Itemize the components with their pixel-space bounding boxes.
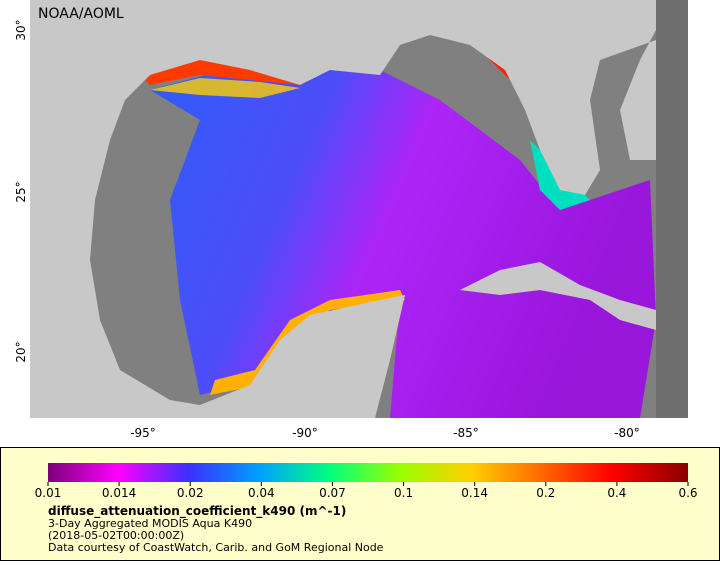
- legend: diffuse_attenuation_coefficient_k490 (m^…: [0, 447, 720, 561]
- colorbar-tick-label: 0.02: [177, 486, 204, 500]
- axis-labels: 30° 25° 20° -95° -90° -85° -80°: [14, 19, 640, 440]
- lat-label: 25°: [14, 181, 28, 202]
- colorbar-tick-label: 0.14: [461, 486, 488, 500]
- colorbar-tick-label: 0.07: [319, 486, 346, 500]
- legend-title: diffuse_attenuation_coefficient_k490 (m^…: [48, 504, 346, 519]
- legend-line: (2018-05-02T00:00:00Z): [48, 529, 184, 542]
- colorbar: [48, 463, 688, 482]
- coastal-high: [150, 78, 300, 98]
- legend-line: Data courtesy of CoastWatch, Carib. and …: [48, 541, 384, 554]
- colorbar-tick-label: 0.01: [35, 486, 62, 500]
- land: [30, 0, 656, 418]
- ocean-data: [150, 60, 656, 418]
- lat-label: 30°: [14, 19, 28, 40]
- lon-label: -80°: [614, 426, 640, 440]
- colorbar-tick-label: 0.2: [536, 486, 555, 500]
- colorbar-tick-label: 0.4: [607, 486, 626, 500]
- credit: NOAA/AOML: [38, 6, 124, 22]
- colorbar-tick-label: 0.1: [394, 486, 413, 500]
- colorbar-tick-label: 0.04: [248, 486, 275, 500]
- colorbar-tick-label: 0.014: [102, 486, 136, 500]
- colorbar-tick-label: 0.6: [678, 486, 697, 500]
- no-data-strip: [656, 0, 688, 418]
- lat-label: 20°: [14, 341, 28, 362]
- coastal-high: [210, 290, 405, 395]
- land: [460, 262, 656, 330]
- lon-label: -95°: [130, 426, 156, 440]
- lon-label: -90°: [292, 426, 318, 440]
- lon-label: -85°: [453, 426, 479, 440]
- legend-line: 3-Day Aggregated MODIS Aqua K490: [48, 517, 252, 530]
- map: NOAA/AOML: [30, 0, 688, 418]
